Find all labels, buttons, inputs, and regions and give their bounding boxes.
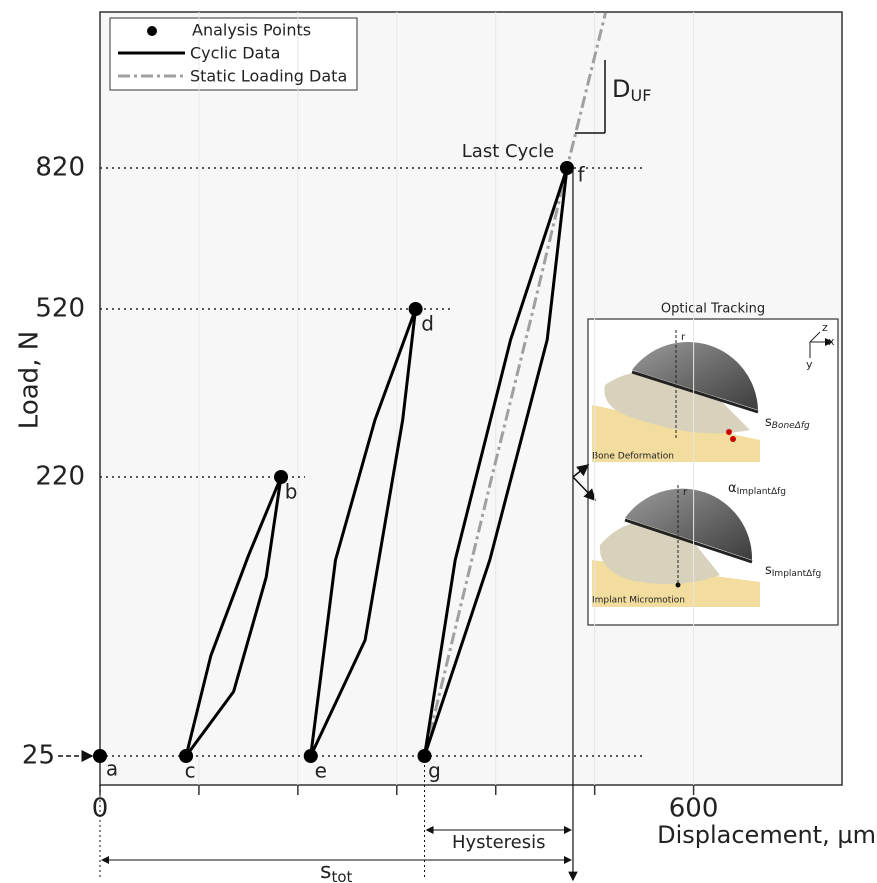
point-label: b (285, 480, 298, 504)
measure-sub: ImplantΔfg (772, 569, 821, 579)
duf-sub: UF (630, 86, 651, 105)
axis-letter: y (806, 358, 813, 371)
y-tick-label: 220 (35, 462, 85, 492)
measure-sub: ImplantΔfg (737, 487, 786, 497)
x-tick-label: 600 (669, 794, 719, 824)
marker (676, 583, 681, 588)
stot-sub: tot (331, 868, 352, 883)
x-axis-label: Displacement, µm (657, 821, 876, 849)
legend-dot (147, 26, 157, 36)
axis-letter: x (828, 335, 835, 348)
chart: Optical Tracking r Bone Deformation sBon… (0, 0, 877, 883)
point-label: d (421, 312, 434, 336)
axis-letter: z (822, 321, 828, 334)
y-tick-label: 520 (35, 294, 85, 324)
page: Optical Tracking r Bone Deformation sBon… (0, 0, 877, 883)
y-tick-label: 25 (22, 741, 55, 771)
x-tick-label: 0 (92, 794, 109, 824)
point-label: f (577, 163, 585, 187)
duf-symbol: D (612, 75, 630, 103)
stot-symbol: s (320, 859, 331, 883)
y-tick-label: 820 (35, 153, 85, 183)
measure-symbol: α (728, 481, 737, 496)
y-axis-label: Load, N (15, 331, 45, 429)
panel-label: Bone Deformation (592, 452, 674, 462)
panel-label: Implant Micromotion (592, 596, 685, 606)
last-cycle-label: Last Cycle (462, 141, 554, 162)
legend-label: Static Loading Data (190, 67, 347, 86)
measure-sub: BoneΔfg (772, 421, 810, 431)
analysis-point (560, 161, 574, 175)
point-label: c (185, 759, 196, 783)
legend-label: Analysis Points (192, 21, 311, 40)
stot-label: stot (320, 859, 353, 883)
hysteresis-label: Hysteresis (452, 832, 546, 853)
inset: Optical Tracking r Bone Deformation sBon… (588, 302, 838, 626)
legend-label: Cyclic Data (190, 44, 280, 63)
point-label: e (315, 759, 327, 783)
point-label: g (428, 759, 441, 783)
point-label: a (106, 757, 118, 781)
inset-title: Optical Tracking (661, 302, 765, 317)
marker (726, 429, 732, 435)
marker (730, 436, 736, 442)
